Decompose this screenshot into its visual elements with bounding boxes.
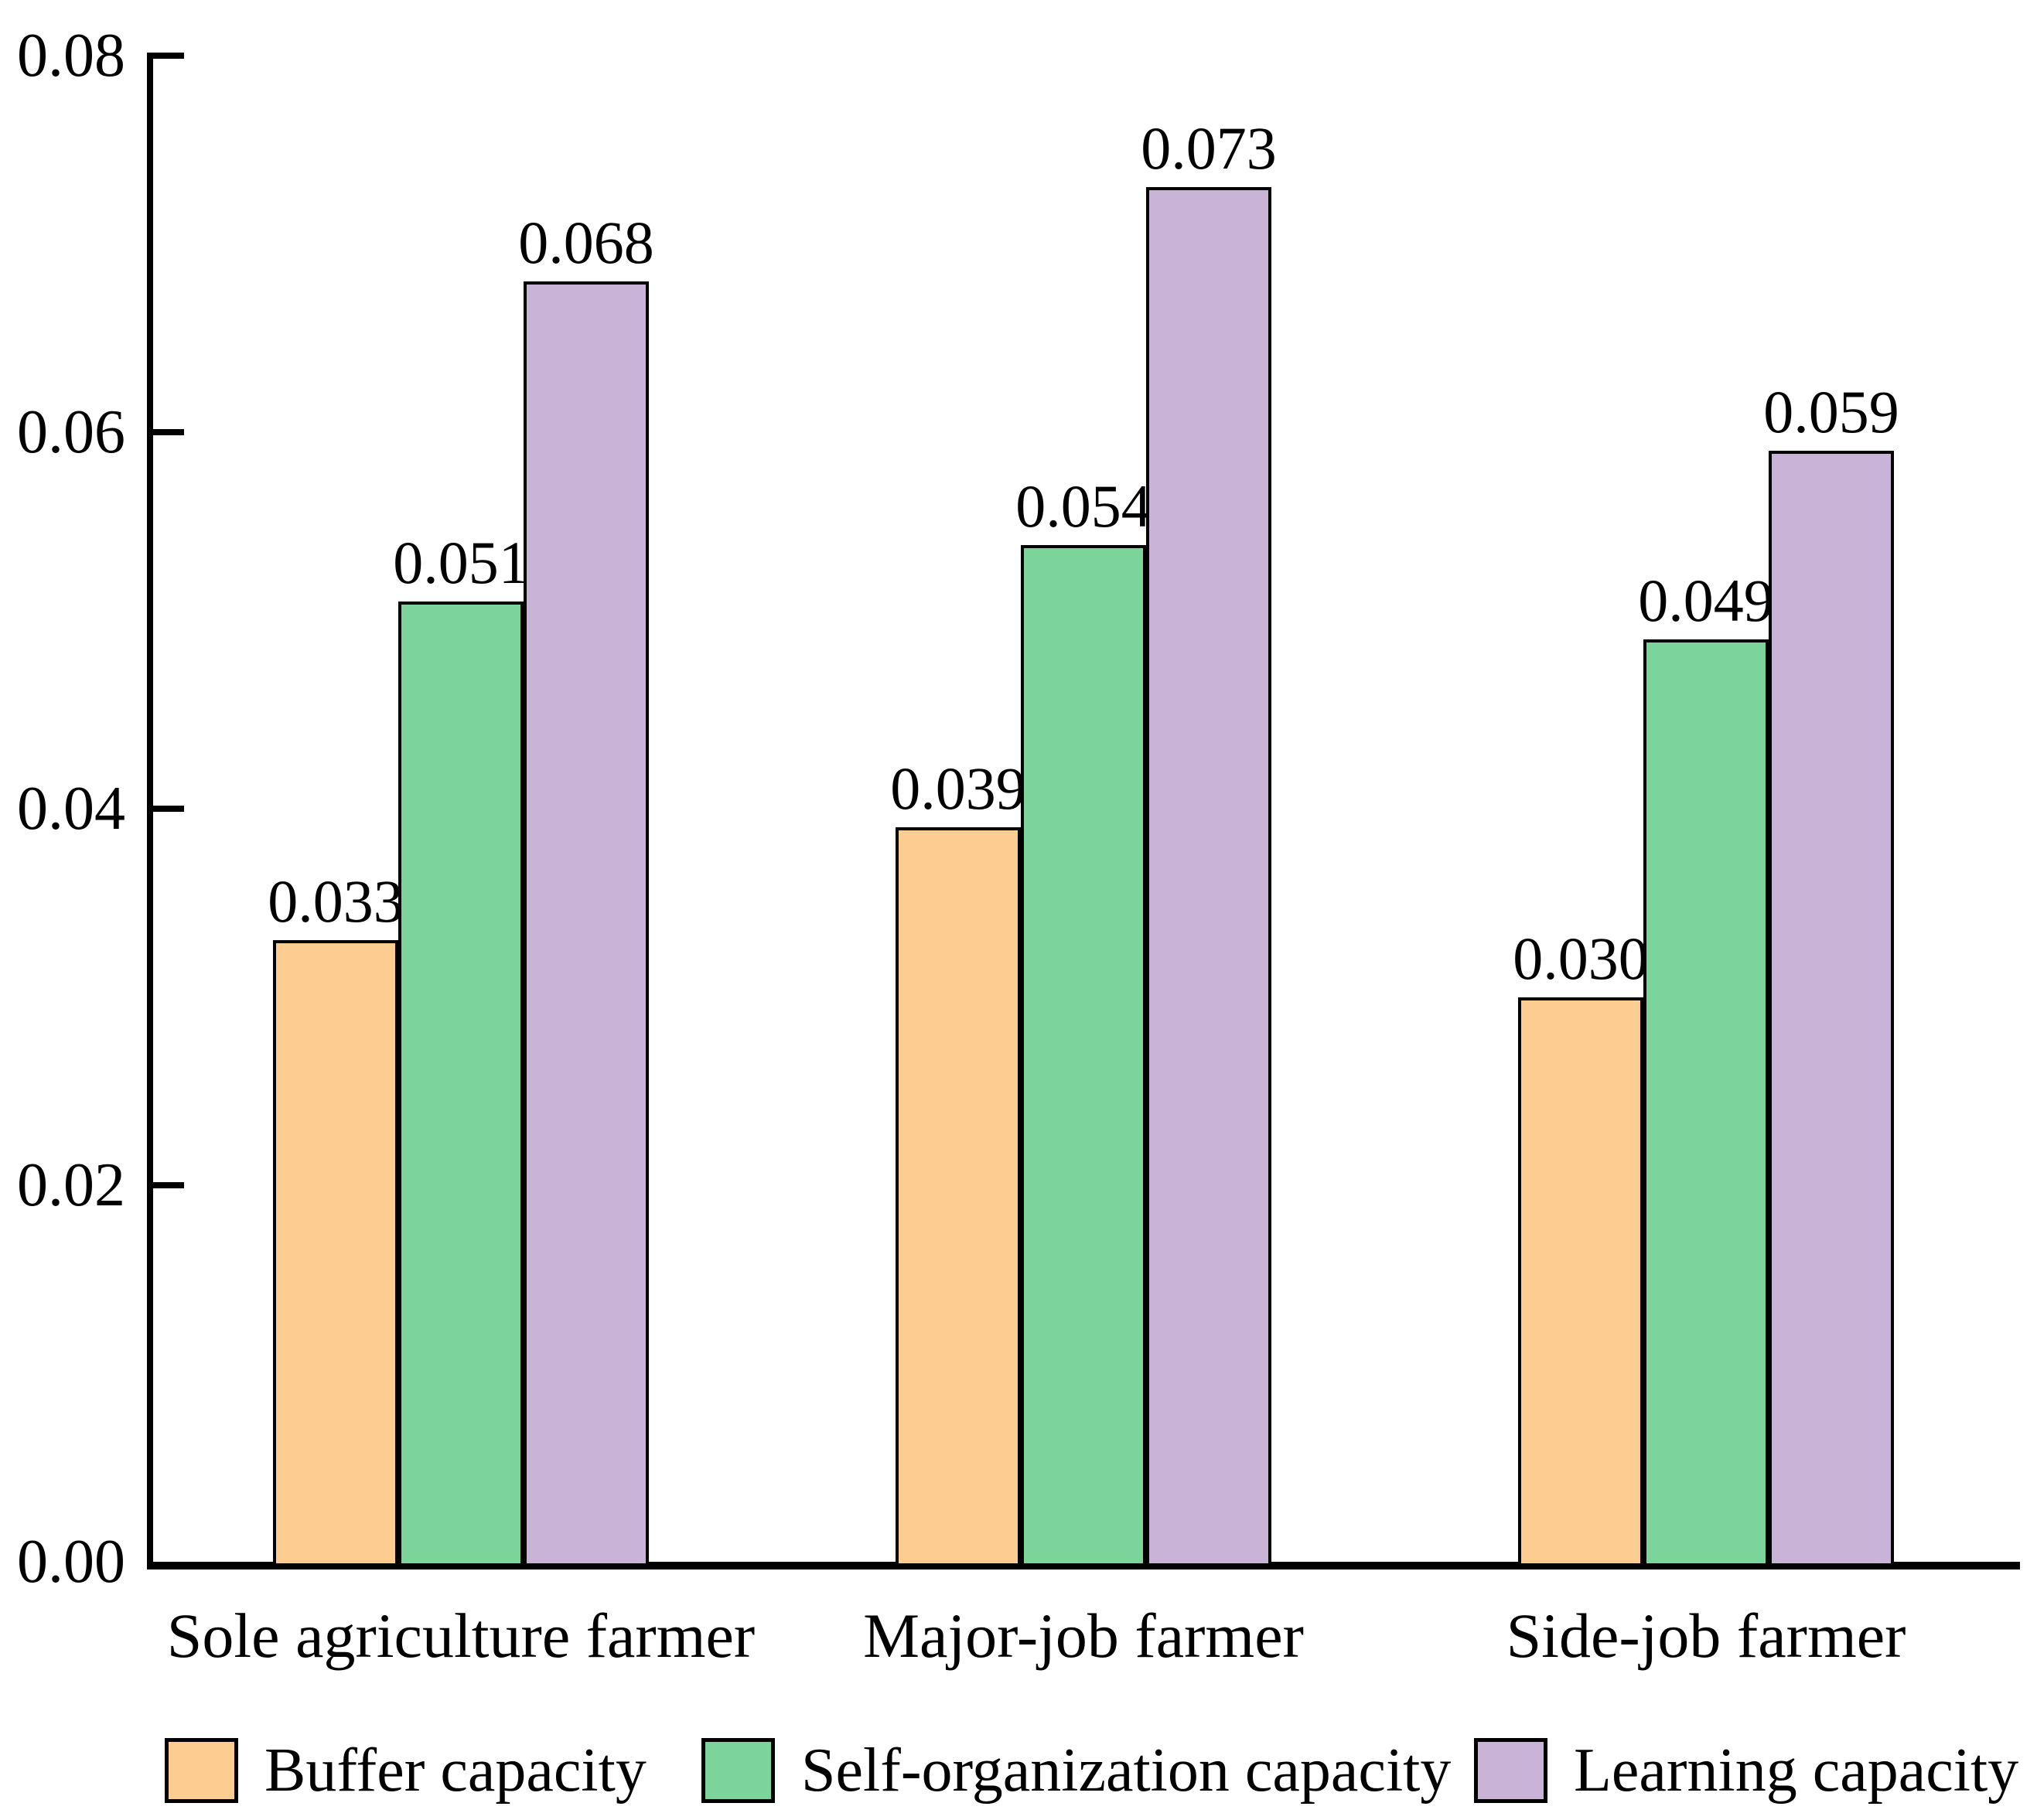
y-tick-0.04 xyxy=(153,806,184,812)
legend-label-self-organization-capacity: Self-organization capacity xyxy=(801,1736,1452,1805)
bar-value-label-buffer-capacity-side-job-farmer: 0.030 xyxy=(1513,924,1649,992)
bar-value-label-self-organization-capacity-sole-agriculture-farmer: 0.051 xyxy=(393,529,529,597)
bar-value-label-self-organization-capacity-major-job-farmer: 0.054 xyxy=(1015,472,1152,540)
y-tick-label-0.02: 0.02 xyxy=(17,1151,125,1219)
bar-value-label-buffer-capacity-major-job-farmer: 0.039 xyxy=(890,755,1026,823)
y-axis-line xyxy=(147,53,153,1569)
bar-self-organization-capacity-side-job-farmer xyxy=(1643,639,1769,1566)
bar-self-organization-capacity-sole-agriculture-farmer xyxy=(398,602,524,1566)
y-tick-label-0.08: 0.08 xyxy=(17,22,125,90)
legend-swatch-learning-capacity xyxy=(1474,1738,1547,1803)
y-tick-0.06 xyxy=(153,429,184,435)
y-tick-label-0.06: 0.06 xyxy=(17,398,125,466)
bar-value-label-learning-capacity-major-job-farmer: 0.073 xyxy=(1141,114,1277,182)
bar-value-label-learning-capacity-sole-agriculture-farmer: 0.068 xyxy=(518,209,654,277)
bar-buffer-capacity-major-job-farmer xyxy=(896,827,1021,1566)
legend-item-learning-capacity: Learning capacity xyxy=(1474,1736,2019,1805)
bar-buffer-capacity-side-job-farmer xyxy=(1518,997,1643,1566)
y-tick-0.02 xyxy=(153,1182,184,1188)
bar-value-label-learning-capacity-side-job-farmer: 0.059 xyxy=(1763,378,1899,446)
bar-value-label-buffer-capacity-sole-agriculture-farmer: 0.033 xyxy=(268,867,404,936)
legend-swatch-self-organization-capacity xyxy=(701,1738,775,1803)
legend-item-buffer-capacity: Buffer capacity xyxy=(165,1736,647,1805)
bar-learning-capacity-sole-agriculture-farmer xyxy=(524,281,649,1566)
bar-learning-capacity-side-job-farmer xyxy=(1769,451,1894,1566)
x-category-label-side-job-farmer: Side-job farmer xyxy=(1506,1600,1906,1671)
bar-buffer-capacity-sole-agriculture-farmer xyxy=(273,940,398,1566)
legend-swatch-buffer-capacity xyxy=(165,1738,238,1803)
x-category-label-sole-agriculture-farmer: Sole agriculture farmer xyxy=(166,1600,756,1671)
y-tick-label-0.04: 0.04 xyxy=(17,775,125,843)
legend-label-learning-capacity: Learning capacity xyxy=(1574,1736,2019,1805)
bar-value-label-self-organization-capacity-side-job-farmer: 0.049 xyxy=(1638,566,1774,634)
legend-item-self-organization-capacity: Self-organization capacity xyxy=(701,1736,1452,1805)
legend-label-buffer-capacity: Buffer capacity xyxy=(264,1736,647,1805)
bar-learning-capacity-major-job-farmer xyxy=(1146,187,1271,1566)
y-tick-0.08 xyxy=(153,53,184,59)
y-tick-label-0.00: 0.00 xyxy=(17,1528,125,1596)
bar-self-organization-capacity-major-job-farmer xyxy=(1021,545,1146,1566)
x-category-label-major-job-farmer: Major-job farmer xyxy=(863,1600,1304,1671)
